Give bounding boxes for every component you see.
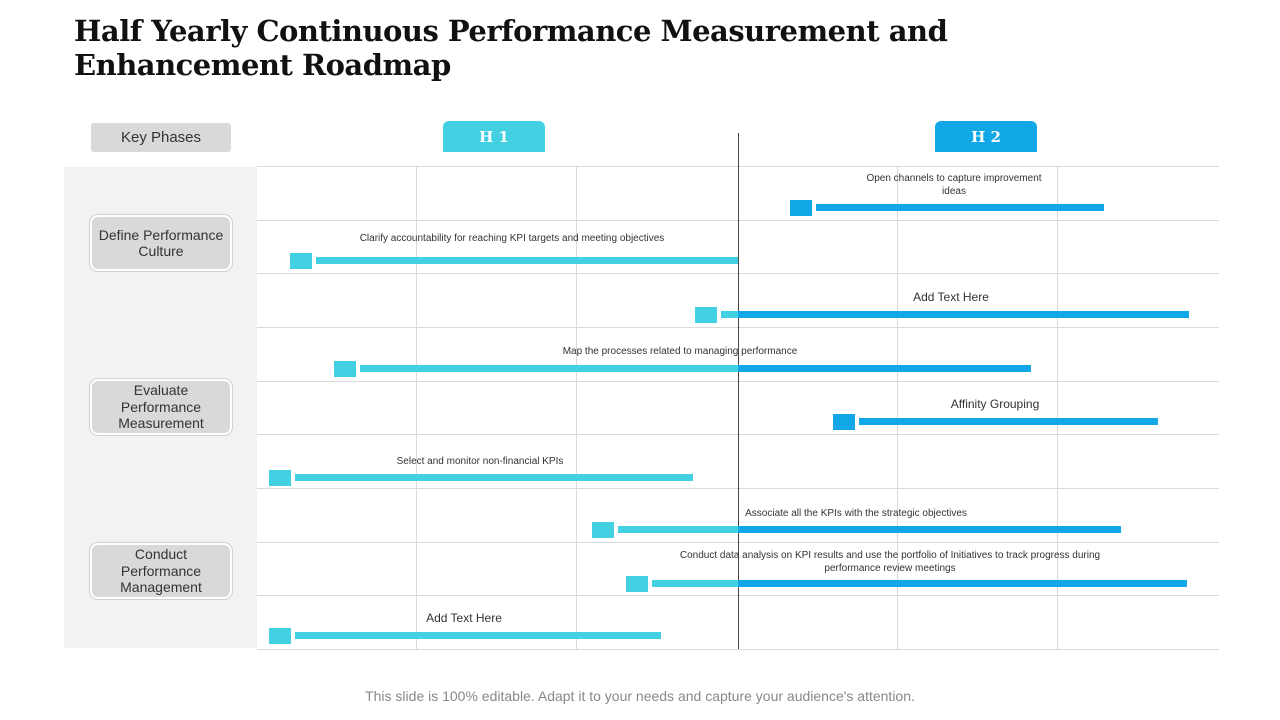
phase-conduct-performance-management: Conduct Performance Management bbox=[90, 543, 232, 599]
page-title: Half Yearly Continuous Performance Measu… bbox=[74, 14, 948, 82]
task-marker bbox=[334, 361, 356, 377]
task-marker bbox=[290, 253, 312, 269]
task-marker bbox=[833, 414, 855, 430]
task-label: Add Text Here bbox=[913, 290, 989, 304]
task-bar bbox=[295, 474, 693, 481]
tab-h2: H 2 bbox=[935, 121, 1037, 152]
footer-note: This slide is 100% editable. Adapt it to… bbox=[365, 688, 915, 704]
task-label: Open channels to capture improvement ide… bbox=[866, 173, 1042, 197]
task-bar bbox=[295, 632, 661, 639]
task-bar-h1 bbox=[652, 580, 738, 587]
task-marker bbox=[269, 628, 291, 644]
task-marker bbox=[790, 200, 812, 216]
grid-col-line bbox=[416, 166, 417, 649]
h1-h2-divider bbox=[738, 133, 739, 649]
grid-col-line bbox=[897, 166, 898, 649]
grid-row-line bbox=[257, 649, 1219, 650]
task-bar-h2 bbox=[738, 311, 1189, 318]
key-phases-label: Key Phases bbox=[91, 123, 231, 152]
task-marker bbox=[626, 576, 648, 592]
task-label: Affinity Grouping bbox=[950, 397, 1040, 411]
task-bar bbox=[816, 204, 1104, 211]
task-label: Conduct data analysis on KPI results and… bbox=[679, 550, 1101, 574]
tab-h1: H 1 bbox=[443, 121, 545, 152]
phase-evaluate-performance-measurement: Evaluate Performance Measurement bbox=[90, 379, 232, 435]
task-label: Associate all the KPIs with the strategi… bbox=[745, 508, 967, 519]
phase-define-performance-culture: Define Performance Culture bbox=[90, 215, 232, 271]
task-marker bbox=[269, 470, 291, 486]
task-bar-h2 bbox=[738, 526, 1121, 533]
task-bar-h2 bbox=[738, 580, 1187, 587]
grid-col-line bbox=[576, 166, 577, 649]
task-label: Add Text Here bbox=[426, 611, 502, 625]
task-label: Clarify accountability for reaching KPI … bbox=[359, 233, 665, 244]
task-bar-h1 bbox=[360, 365, 738, 372]
task-bar bbox=[859, 418, 1158, 425]
task-label: Select and monitor non-financial KPIs bbox=[396, 456, 564, 467]
grid-col-line bbox=[1057, 166, 1058, 649]
task-bar-h1 bbox=[721, 311, 738, 318]
task-bar-h2 bbox=[738, 365, 1031, 372]
task-bar bbox=[316, 257, 738, 264]
task-marker bbox=[695, 307, 717, 323]
task-marker bbox=[592, 522, 614, 538]
task-bar-h1 bbox=[618, 526, 738, 533]
task-label: Map the processes related to managing pe… bbox=[562, 346, 798, 357]
